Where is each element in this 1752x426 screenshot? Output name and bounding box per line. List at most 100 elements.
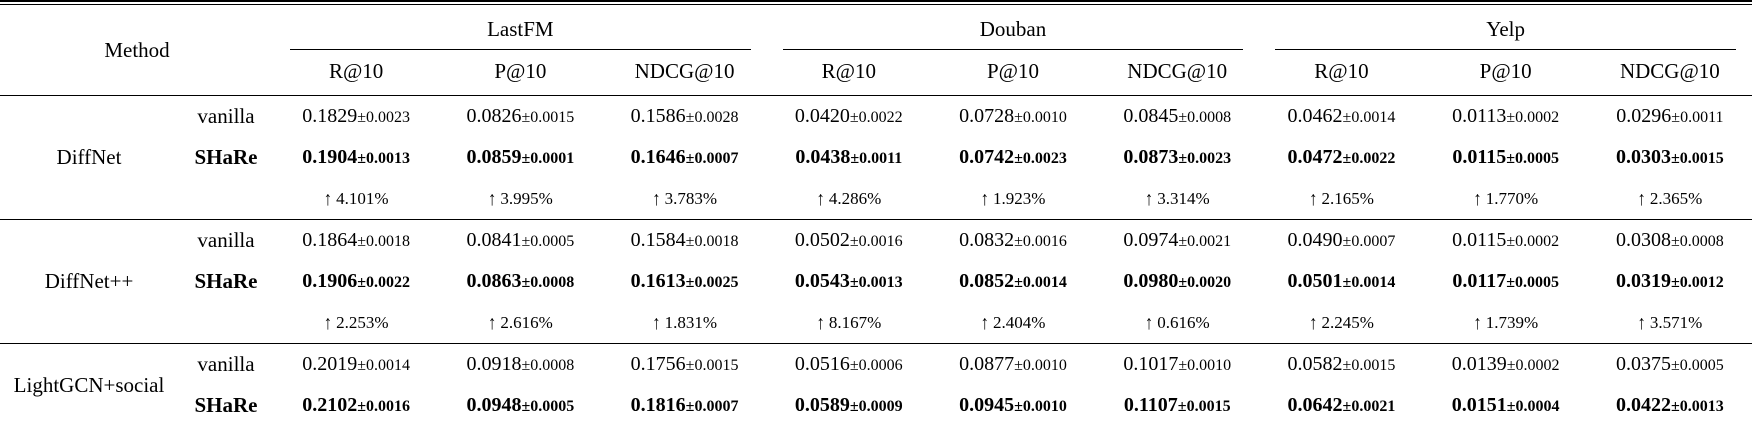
- metric-value: 0.0826±0.0015: [438, 96, 602, 138]
- metric-value: 0.1829±0.0023: [274, 96, 438, 138]
- dataset-header-row: Method LastFM Douban Yelp: [0, 5, 1752, 96]
- metric-header-lastfm-r10: R@10: [274, 50, 439, 96]
- metric-mean: 0.1586: [630, 105, 686, 127]
- metric-value: 0.1586±0.0028: [602, 96, 766, 138]
- metric-std: ±0.0023: [1178, 150, 1232, 167]
- metric-std: ±0.0004: [1506, 398, 1560, 415]
- metric-value: 0.0974±0.0021: [1095, 219, 1260, 261]
- metric-value: 0.0742±0.0023: [931, 137, 1095, 178]
- metric-mean: 0.0420: [794, 105, 850, 127]
- metric-std: ±0.0013: [357, 150, 411, 167]
- metric-mean: 0.0742: [959, 146, 1015, 168]
- share-row: SHaRe 0.1904±0.0013 0.0859±0.0001 0.1646±0.…: [0, 137, 1752, 178]
- metric-mean: 0.0516: [794, 353, 850, 375]
- metric-mean: 0.0826: [466, 105, 522, 127]
- metric-std: ±0.0005: [1506, 150, 1559, 167]
- improvement-percent: 1.770%: [1485, 188, 1539, 208]
- metric-std: ±0.0001: [521, 150, 575, 167]
- metric-std: ±0.0028: [685, 109, 739, 126]
- metric-mean: 0.0841: [466, 229, 522, 251]
- metric-mean: 0.0974: [1123, 229, 1179, 251]
- metric-mean: 0.1107: [1123, 394, 1178, 416]
- share-row: SHaRe 0.2102±0.0016 0.0948±0.0005 0.1816±0.…: [0, 385, 1752, 426]
- improvement-value: ↑ 4.101%: [274, 178, 438, 220]
- up-arrow-icon: ↑: [816, 311, 825, 333]
- metric-std: ±0.0025: [685, 274, 739, 291]
- metric-value: 0.0948±0.0005: [438, 385, 602, 426]
- metric-mean: 0.2019: [302, 353, 358, 375]
- dataset-label-douban: Douban: [782, 5, 1244, 50]
- variant-label-vanilla: vanilla: [197, 104, 255, 128]
- metric-value: 0.0151±0.0004: [1424, 385, 1588, 426]
- metric-value: 0.0589±0.0009: [767, 385, 931, 426]
- improvement-value: ↑ 2.245%: [1259, 302, 1423, 344]
- improvement-value: ↑ 3.995%: [438, 178, 602, 220]
- metric-std: ±0.0016: [849, 233, 903, 250]
- metric-mean: 0.0582: [1287, 353, 1343, 375]
- metric-std: ±0.0007: [685, 150, 739, 167]
- metric-header-lastfm-ndcg10: NDCG@10: [602, 50, 767, 96]
- up-arrow-icon: ↑: [487, 311, 497, 333]
- improvement-value: ↑ 2.365%: [1588, 178, 1752, 220]
- improvement-percent: 3.995%: [500, 188, 553, 208]
- metric-header-yelp-ndcg10: NDCG@10: [1587, 50, 1752, 96]
- metric-value: 0.0980±0.0020: [1095, 261, 1259, 302]
- metric-value: 0.1646±0.0007: [602, 137, 766, 178]
- metric-std: ±0.0015: [1670, 150, 1724, 167]
- metric-mean: 0.1017: [1123, 353, 1179, 375]
- metric-value: 0.0303±0.0015: [1588, 137, 1752, 178]
- improvement-percent: 2.404%: [993, 312, 1046, 332]
- metric-value: 0.1906±0.0022: [274, 261, 438, 302]
- metric-header-yelp-p10: P@10: [1423, 50, 1588, 96]
- metric-value: 0.0728±0.0010: [931, 96, 1095, 138]
- improvement-value: ↑ 3.314%: [1095, 178, 1259, 220]
- metric-std: ±0.0022: [1342, 150, 1396, 167]
- metric-header-lastfm-p10: P@10: [438, 50, 603, 96]
- improvement-percent: 4.286%: [828, 188, 882, 208]
- metric-value: 0.0918±0.0008: [438, 343, 603, 385]
- metric-std: ±0.0011: [850, 150, 903, 167]
- improvement-percent: 3.314%: [1157, 188, 1210, 208]
- metric-value: 0.0438±0.0011: [767, 137, 931, 178]
- metric-std: ±0.0007: [1342, 233, 1396, 250]
- metric-std: ±0.0013: [849, 274, 903, 291]
- metric-value: 0.0945±0.0010: [931, 385, 1095, 426]
- improvement-percent: 2.365%: [1649, 188, 1703, 208]
- metric-header-douban-p10: P@10: [930, 50, 1096, 96]
- metric-std: ±0.0009: [849, 398, 903, 415]
- up-arrow-icon: ↑: [1144, 311, 1154, 333]
- improvement-percent: 2.245%: [1321, 312, 1374, 332]
- metric-mean: 0.1829: [302, 105, 358, 127]
- metric-value: 0.0582±0.0015: [1259, 343, 1424, 385]
- metric-value: 0.1584±0.0018: [602, 219, 767, 261]
- metric-mean: 0.1904: [302, 146, 358, 168]
- metric-std: ±0.0022: [357, 274, 411, 291]
- metric-mean: 0.0945: [959, 394, 1015, 416]
- metric-std: ±0.0002: [1506, 109, 1560, 126]
- metric-value: 0.0490±0.0007: [1259, 219, 1424, 261]
- share-row: SHaRe 0.1906±0.0022 0.0863±0.0008 0.1613±0.…: [0, 261, 1752, 302]
- dataset-label-yelp: Yelp: [1275, 5, 1736, 50]
- metric-mean: 0.0948: [466, 394, 522, 416]
- metric-value: 0.1864±0.0018: [274, 219, 439, 261]
- metric-mean: 0.0859: [466, 146, 522, 168]
- metric-std: ±0.0010: [1014, 109, 1067, 126]
- improvement-row: ↑ 2.253% ↑ 2.616% ↑ 1.831% ↑ 8.167% ↑ 2.404% ↑ 0.61…: [0, 302, 1752, 344]
- method-name: DiffNet++: [0, 219, 178, 344]
- metric-std: ±0.0015: [1342, 357, 1396, 374]
- metric-mean: 0.1864: [302, 229, 358, 251]
- metric-mean: 0.0918: [466, 353, 522, 375]
- metric-mean: 0.0877: [959, 353, 1015, 375]
- variant-label-share: SHaRe: [194, 269, 258, 293]
- metric-value: 0.1107±0.0015: [1095, 385, 1259, 426]
- metric-std: ±0.0002: [1506, 233, 1560, 250]
- up-arrow-icon: ↑: [1144, 187, 1154, 209]
- vanilla-row: DiffNet vanilla 0.1829±0.0023 0.0826±0.0015…: [0, 96, 1752, 169]
- metric-std: ±0.0002: [1506, 357, 1560, 374]
- metric-value: 0.1756±0.0015: [602, 343, 767, 385]
- variant-label-share: SHaRe: [194, 145, 258, 169]
- metric-mean: 0.1584: [630, 229, 686, 251]
- metric-value: 0.0501±0.0014: [1259, 261, 1423, 302]
- metric-std: ±0.0023: [1014, 150, 1067, 167]
